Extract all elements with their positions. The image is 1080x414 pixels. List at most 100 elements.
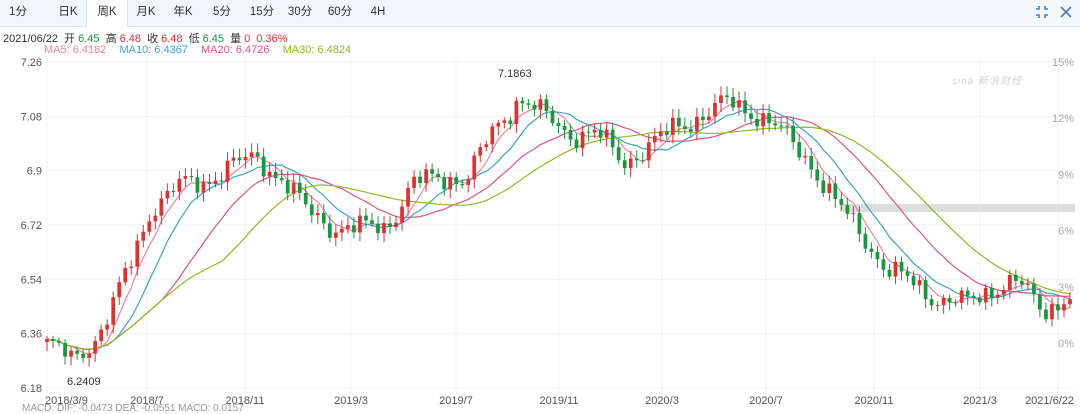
y2-tick-label: 15% xyxy=(1052,57,1074,69)
candle-body xyxy=(851,213,856,215)
candle-body xyxy=(406,187,410,207)
candle-body xyxy=(725,95,729,97)
fullscreen-icon[interactable] xyxy=(1034,4,1050,20)
volume-label: 量 xyxy=(230,33,242,45)
y-tick-label: 6.18 xyxy=(21,383,42,395)
x-tick-label: 2020/11 xyxy=(855,395,894,407)
tab-15min[interactable]: 15分 xyxy=(249,6,275,18)
x-tick-label: 2019/11 xyxy=(540,395,579,407)
candle-body xyxy=(881,259,886,270)
candle-body xyxy=(346,225,350,229)
candle-body xyxy=(147,221,152,232)
candle-body xyxy=(995,294,1000,298)
candle-body xyxy=(105,324,110,330)
ma-legend: MA5: 6.4182 MA10: 6.4367 MA20: 6.4726 MA… xyxy=(44,44,354,56)
tab-4h[interactable]: 4H xyxy=(370,6,386,18)
candle-body xyxy=(935,305,940,307)
candle-body xyxy=(219,180,224,182)
candle-body xyxy=(165,190,170,199)
y-tick-label: 6.36 xyxy=(21,329,42,341)
candle-body xyxy=(255,152,260,157)
candle-body xyxy=(1056,304,1060,311)
candle-body xyxy=(1038,294,1042,310)
tab-1min[interactable]: 1分 xyxy=(9,6,27,18)
x-tick-label: 2020/3 xyxy=(645,395,679,407)
candle-body xyxy=(707,116,711,121)
x-tick-label: 2020/7 xyxy=(749,395,783,407)
tab-60min[interactable]: 60分 xyxy=(327,6,353,18)
high-value: 6.48 xyxy=(119,33,142,45)
candle-body xyxy=(171,190,176,192)
tab-5min[interactable]: 5分 xyxy=(213,6,231,18)
open-label: 开 xyxy=(64,33,76,45)
open-value: 6.45 xyxy=(78,33,100,45)
candle-body xyxy=(45,339,49,343)
candle-body xyxy=(887,269,892,277)
tab-30min[interactable]: 30分 xyxy=(287,6,313,18)
close-icon[interactable] xyxy=(1058,4,1074,20)
candle-body xyxy=(484,144,489,148)
candle-body xyxy=(327,223,332,238)
tab-weekly-k[interactable]: 周K xyxy=(86,0,128,27)
candle-body xyxy=(833,183,838,200)
candle-body xyxy=(959,290,964,303)
candle-body xyxy=(1019,280,1024,285)
candle-body xyxy=(478,147,483,156)
y2-tick-label: 0% xyxy=(1058,338,1074,350)
candle-body xyxy=(713,102,717,117)
candle-body xyxy=(821,180,826,193)
candle-body xyxy=(755,118,759,127)
candle-body xyxy=(279,178,284,181)
period-tab-bar: 1分 日K 周K 月K 年K 5分 15分 30分 60分 4H xyxy=(0,0,1080,27)
candle-body xyxy=(358,215,362,233)
candle-body xyxy=(297,182,302,193)
moving-average-lines xyxy=(46,99,1071,356)
candle-body xyxy=(875,251,880,260)
candle-body xyxy=(424,169,428,183)
candle-body xyxy=(195,177,200,193)
tab-monthly-k[interactable]: 月K xyxy=(136,6,156,18)
candle-body xyxy=(676,117,681,127)
y2-tick-label: 3% xyxy=(1058,282,1074,294)
candle-body xyxy=(845,204,850,214)
candle-body xyxy=(977,297,982,303)
candle-body xyxy=(863,233,868,249)
candle-body xyxy=(689,128,693,132)
candle-body xyxy=(773,123,778,126)
candle-body xyxy=(430,169,434,174)
candle-body xyxy=(189,176,194,178)
candle-body xyxy=(574,139,579,149)
candle-body xyxy=(664,131,669,135)
y2-tick-label: 12% xyxy=(1052,113,1074,125)
close-label: 收 xyxy=(147,33,159,45)
candle-body xyxy=(285,180,290,194)
candle-body xyxy=(779,125,784,127)
candle-body xyxy=(93,341,98,354)
x-tick-label: 2021/6/22 xyxy=(1025,395,1074,407)
candle-body xyxy=(586,131,591,133)
candle-body xyxy=(388,223,392,227)
candle-body xyxy=(634,158,639,161)
candle-body xyxy=(791,125,796,143)
candle-body xyxy=(261,156,266,177)
candle-body xyxy=(526,103,531,105)
candle-body xyxy=(183,176,188,179)
y-axis-left: 7.26 7.08 6.9 6.72 6.54 6.36 6.18 xyxy=(21,57,42,395)
y-tick-label: 6.54 xyxy=(21,274,42,286)
candle-body xyxy=(309,204,314,216)
candle-body xyxy=(213,180,218,185)
candle-body xyxy=(983,287,988,303)
low-label: 低 xyxy=(188,33,200,45)
candle-body xyxy=(719,95,723,103)
tab-daily-k[interactable]: 日K xyxy=(58,6,78,18)
tab-yearly-k[interactable]: 年K xyxy=(173,6,193,18)
candle-body xyxy=(761,113,765,127)
candle-body xyxy=(785,125,790,127)
candle-body xyxy=(267,171,272,177)
candle-body xyxy=(1050,304,1054,320)
candle-body xyxy=(947,297,952,303)
candle-body xyxy=(598,129,603,138)
candle-body xyxy=(532,104,537,110)
volume-value: 0 xyxy=(244,33,251,45)
